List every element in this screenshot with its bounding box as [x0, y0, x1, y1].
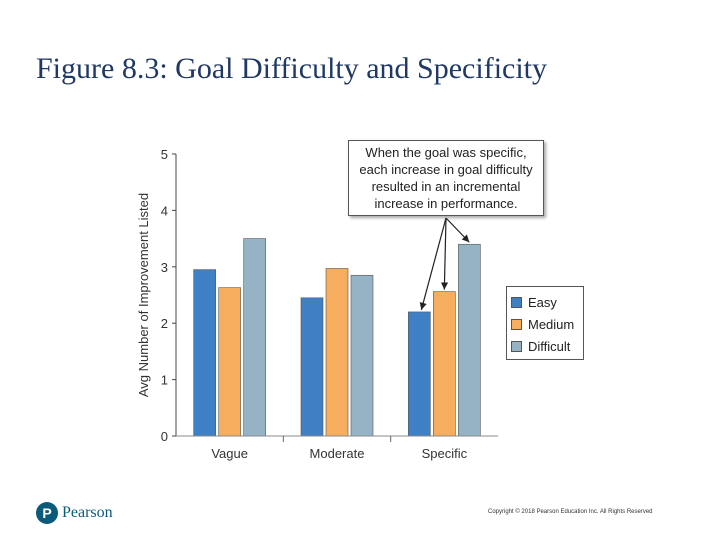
slide-title: Figure 8.3: Goal Difficulty and Specific…	[36, 52, 548, 85]
bar-easy-specific	[408, 311, 431, 437]
bar-easy-moderate	[300, 297, 324, 437]
y-axis-label: Avg Number of Improvement Listed	[136, 193, 151, 397]
x-tick-label: Specific	[422, 446, 468, 461]
legend-label-easy: Easy	[528, 294, 557, 310]
callout-arrow	[419, 217, 447, 311]
pearson-logo-icon: P	[36, 502, 58, 524]
y-tick-label: 5	[161, 147, 168, 162]
bar-medium-specific	[433, 291, 456, 437]
copyright-notice: Copyright © 2018 Pearson Education Inc. …	[488, 509, 653, 515]
callout-arrow	[445, 217, 470, 243]
y-tick-label: 3	[161, 260, 168, 275]
bars-layer	[193, 238, 481, 437]
legend-item-easy: Easy	[511, 291, 579, 313]
legend-swatch-medium	[511, 318, 522, 330]
bar-difficult-vague	[243, 238, 266, 437]
legend-item-difficult: Difficult	[511, 335, 579, 357]
y-tick-label: 4	[161, 203, 168, 218]
pearson-logo-text: Pearson	[62, 504, 113, 521]
annotation-callout: When the goal was specific, each increas…	[348, 140, 544, 216]
x-tick-label: Vague	[211, 446, 248, 461]
chart-legend: Easy Medium Difficult	[506, 286, 584, 360]
y-tick-label: 1	[161, 373, 168, 388]
legend-item-medium: Medium	[511, 313, 579, 335]
callout-arrows	[419, 217, 470, 311]
y-tick-label: 0	[161, 429, 168, 444]
x-tick-label: Moderate	[310, 446, 365, 461]
bar-difficult-specific	[458, 243, 481, 437]
bar-medium-vague	[218, 287, 241, 437]
legend-label-medium: Medium	[528, 316, 575, 332]
bar-difficult-moderate	[350, 274, 374, 437]
pearson-logo: P Pearson	[36, 502, 113, 524]
legend-swatch-difficult	[511, 340, 522, 352]
legend-swatch-easy	[511, 296, 522, 308]
bar-medium-moderate	[325, 268, 349, 437]
bar-easy-vague	[193, 269, 216, 437]
axis-layer: 0 1 2 3 4 5 Avg Number of Improvement Listed Va…	[136, 147, 498, 461]
annotation-text: When the goal was specific, each increas…	[359, 145, 533, 211]
legend-label-difficult: Difficult	[528, 338, 571, 354]
callout-arrow	[440, 217, 449, 290]
y-tick-label: 2	[161, 316, 168, 331]
